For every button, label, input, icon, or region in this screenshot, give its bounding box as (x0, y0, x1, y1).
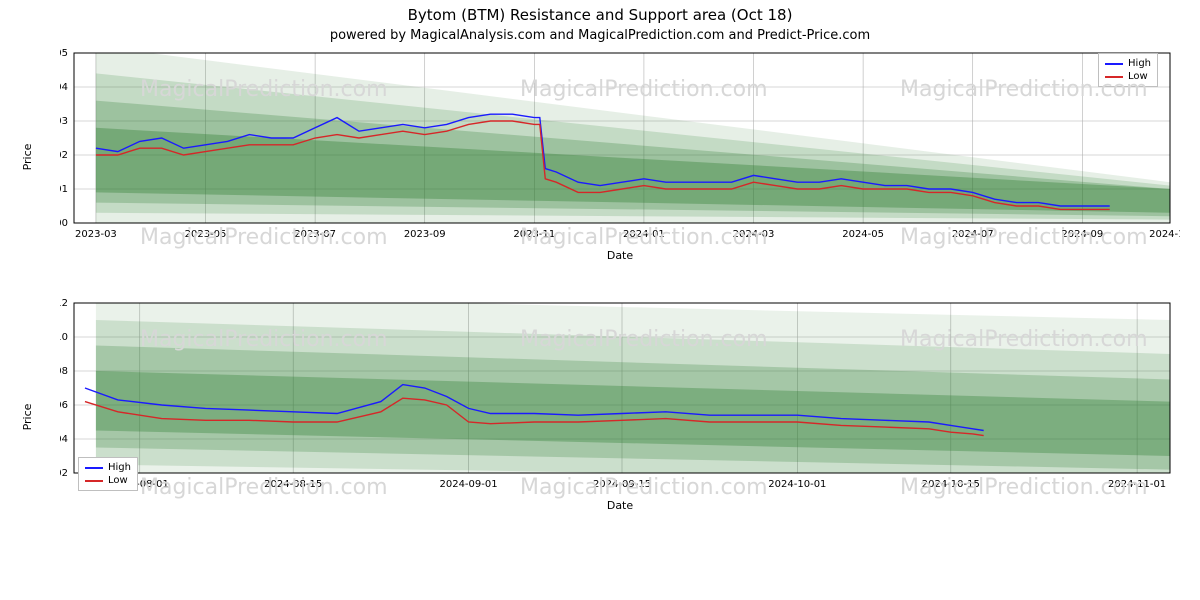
chart-bottom-svg: 0.0020.0040.0060.0080.0100.0122024-08-01… (60, 297, 1180, 497)
svg-text:2023-09: 2023-09 (404, 229, 446, 240)
svg-text:2024-03: 2024-03 (733, 229, 775, 240)
svg-text:2024-11-01: 2024-11-01 (1108, 479, 1166, 490)
svg-text:2024-09-15: 2024-09-15 (593, 479, 651, 490)
chart-top-svg: 0.00 0.01 0.02 0.03 0.04 0.05 2023-03 2023-05 20… (60, 47, 1180, 247)
chart-bottom: Price 0.0020.0040.0060.0080.0100.0122024… (60, 297, 1180, 537)
figure-title: Bytom (BTM) Resistance and Support area … (0, 0, 1200, 24)
svg-text:0.04: 0.04 (60, 82, 68, 93)
legend-label-low: Low (1128, 70, 1148, 83)
chart-top-legend: High Low (1098, 53, 1158, 87)
chart-bottom-legend: High Low (78, 457, 138, 491)
svg-text:0.00: 0.00 (60, 218, 68, 229)
svg-text:0.010: 0.010 (60, 332, 68, 343)
chart-top-ylabel: Price (21, 144, 34, 171)
legend-row-low: Low (85, 474, 131, 487)
svg-text:2023-07: 2023-07 (294, 229, 336, 240)
figure-container: Bytom (BTM) Resistance and Support area … (0, 0, 1200, 600)
svg-text:0.01: 0.01 (60, 184, 68, 195)
legend-swatch-low (85, 480, 103, 482)
svg-text:2024-10-01: 2024-10-01 (768, 479, 826, 490)
legend-row-low: Low (1105, 70, 1151, 83)
svg-text:2023-11: 2023-11 (513, 229, 555, 240)
legend-swatch-high (85, 467, 103, 469)
legend-row-high: High (1105, 57, 1151, 70)
svg-text:2023-03: 2023-03 (75, 229, 117, 240)
legend-label-high: High (108, 461, 131, 474)
chart-top: Price 0.000.010.020.030.040.052023-03202… (60, 47, 1180, 267)
chart-bottom-ylabel: Price (21, 404, 34, 431)
svg-text:2024-10-15: 2024-10-15 (922, 479, 980, 490)
svg-text:2024-07: 2024-07 (952, 229, 994, 240)
chart-top-xlabel: Date (60, 249, 1180, 262)
legend-swatch-high (1105, 63, 1123, 65)
svg-text:0.05: 0.05 (60, 48, 68, 59)
svg-text:0.002: 0.002 (60, 468, 68, 479)
legend-label-low: Low (108, 474, 128, 487)
legend-swatch-low (1105, 76, 1123, 78)
svg-text:2023-05: 2023-05 (185, 229, 227, 240)
svg-text:0.006: 0.006 (60, 400, 68, 411)
svg-text:0.02: 0.02 (60, 150, 68, 161)
svg-text:0.004: 0.004 (60, 434, 68, 445)
svg-text:2024-11: 2024-11 (1149, 229, 1180, 240)
figure-subtitle: powered by MagicalAnalysis.com and Magic… (0, 24, 1200, 47)
svg-text:2024-09-01: 2024-09-01 (439, 479, 497, 490)
svg-text:2024-08-15: 2024-08-15 (264, 479, 322, 490)
legend-row-high: High (85, 461, 131, 474)
svg-text:0.012: 0.012 (60, 298, 68, 309)
legend-label-high: High (1128, 57, 1151, 70)
svg-text:0.008: 0.008 (60, 366, 68, 377)
svg-text:2024-05: 2024-05 (842, 229, 884, 240)
svg-text:2024-01: 2024-01 (623, 229, 665, 240)
chart-bottom-xlabel: Date (60, 499, 1180, 512)
svg-text:0.03: 0.03 (60, 116, 68, 127)
svg-text:2024-09: 2024-09 (1061, 229, 1103, 240)
